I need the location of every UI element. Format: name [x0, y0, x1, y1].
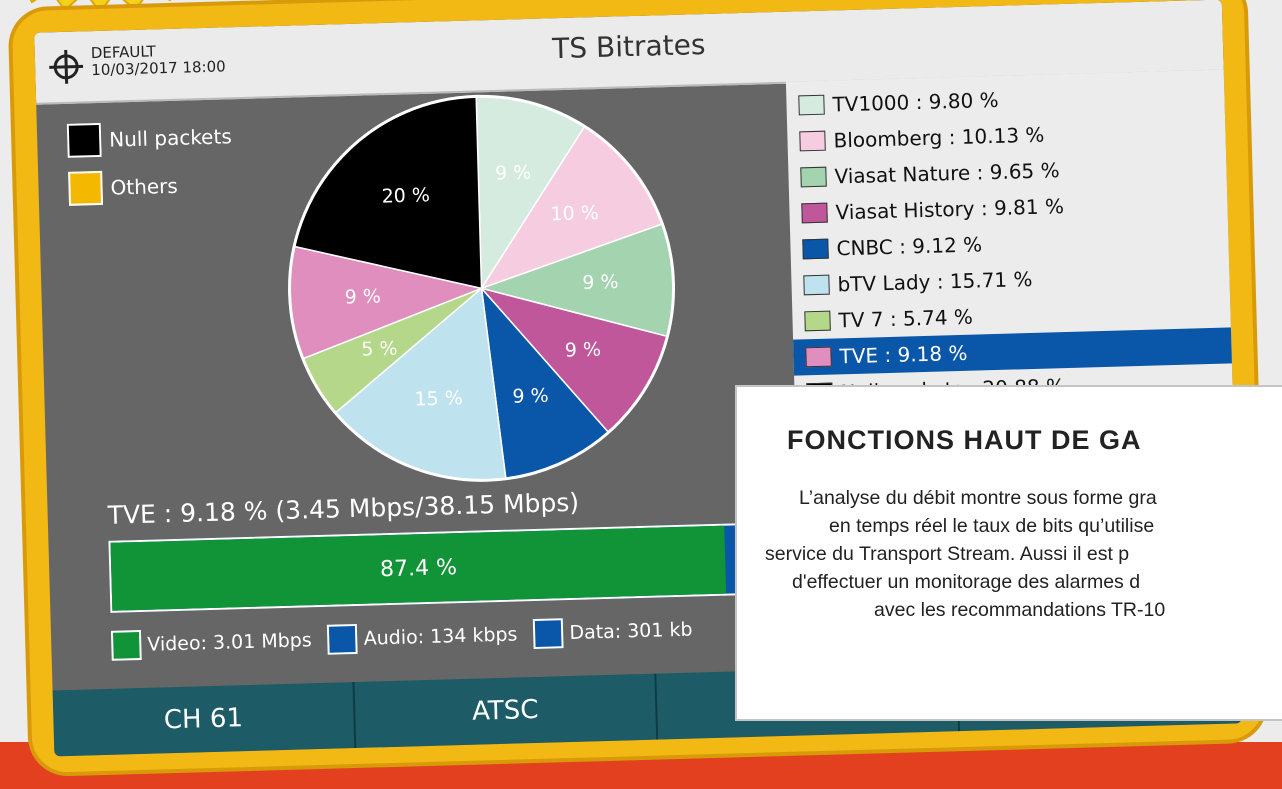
pie-label: 20 % — [381, 184, 430, 207]
stream-text: Data: 301 kb — [569, 619, 693, 644]
swatch — [800, 167, 827, 188]
info-line: d'effectuer un monitorage des alarmes d — [792, 571, 1140, 594]
swatch — [67, 123, 102, 158]
service-text: Viasat Nature : 9.65 % — [834, 158, 1060, 188]
info-line: service du Transport Stream. Aussi il es… — [765, 543, 1129, 566]
service-text: TVE : 9.18 % — [839, 341, 968, 369]
service-text: bTV Lady : 15.71 % — [837, 267, 1033, 296]
pie-label: 9 % — [582, 271, 619, 294]
service-text: TV 7 : 5.74 % — [838, 305, 973, 333]
pie-label: 9 % — [495, 162, 532, 185]
legend-others: Others — [68, 169, 178, 206]
swatch — [799, 131, 826, 152]
pie-label: 9 % — [565, 339, 602, 362]
bar-label: 87.4 % — [110, 526, 726, 611]
info-line: L’analyse du débit montre sous forme gra — [799, 487, 1157, 510]
button[interactable]: ATSC — [354, 674, 658, 748]
stream-text: Audio: 134 kbps — [363, 623, 517, 649]
swatch — [798, 95, 825, 116]
pie-label: 5 % — [361, 338, 398, 361]
legend-text: Others — [110, 174, 178, 200]
swatch — [533, 618, 564, 649]
swatch — [803, 275, 830, 296]
swatch — [327, 624, 358, 655]
stream: Video: 3.01 Mbps — [111, 625, 312, 661]
info-title: FONCTIONS HAUT DE GA — [787, 425, 1142, 456]
stream-text: Video: 3.01 Mbps — [147, 629, 312, 656]
info-line: avec les recommandations TR-10 — [874, 599, 1165, 622]
pie-label: 9 % — [512, 385, 549, 408]
pie-label: 10 % — [550, 202, 599, 225]
legend-text: Null packets — [109, 124, 232, 151]
page: 9 %10 %9 %9 %9 %15 %5 %9 %20 % DEFAULT10… — [0, 0, 1282, 789]
stream: Data: 301 kb — [533, 615, 693, 649]
service-text: TV1000 : 9.80 % — [832, 88, 999, 117]
service-list: TV1000 : 9.80 % Bloomberg : 10.13 % Viasat… — [786, 69, 1242, 412]
swatch — [804, 311, 831, 332]
service-text: Bloomberg : 10.13 % — [833, 123, 1044, 153]
button[interactable]: CH 61 — [53, 682, 357, 756]
swatch — [805, 347, 832, 368]
swatch — [801, 203, 828, 224]
pie-label: 15 % — [414, 387, 463, 410]
info-box: FONCTIONS HAUT DE GA L’analyse du débit … — [735, 385, 1282, 721]
swatch — [111, 630, 142, 661]
pie-label: 9 % — [344, 286, 381, 309]
service-text: CNBC : 9.12 % — [836, 232, 982, 260]
swatch — [802, 239, 829, 260]
legend-null: Null packets — [67, 119, 232, 158]
swatch — [68, 171, 103, 206]
info-line: en temps réel le taux de bits qu’utilise — [829, 515, 1154, 538]
service-text: Viasat History : 9.81 % — [835, 194, 1064, 224]
stream: Audio: 134 kbps — [327, 619, 518, 654]
